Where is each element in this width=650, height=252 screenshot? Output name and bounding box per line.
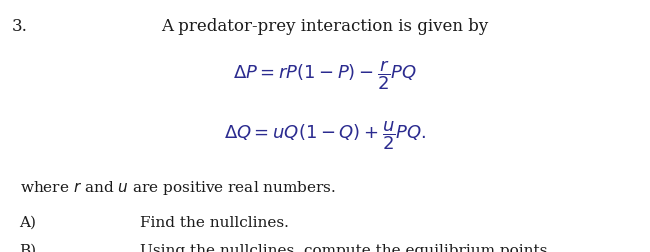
- Text: B): B): [20, 244, 36, 252]
- Text: $\Delta Q = uQ(1 - Q) + \dfrac{u}{2}PQ.$: $\Delta Q = uQ(1 - Q) + \dfrac{u}{2}PQ.$: [224, 120, 426, 152]
- Text: A predator-prey interaction is given by: A predator-prey interaction is given by: [161, 18, 489, 35]
- Text: $\Delta P = rP(1 - P) - \dfrac{r}{2}PQ$: $\Delta P = rP(1 - P) - \dfrac{r}{2}PQ$: [233, 59, 417, 92]
- Text: where $r$ and $u$ are positive real numbers.: where $r$ and $u$ are positive real numb…: [20, 179, 335, 197]
- Text: Using the nullclines, compute the equilibrium points.: Using the nullclines, compute the equili…: [140, 244, 552, 252]
- Text: 3.: 3.: [12, 18, 27, 35]
- Text: Find the nullclines.: Find the nullclines.: [140, 216, 289, 230]
- Text: A): A): [20, 216, 36, 230]
